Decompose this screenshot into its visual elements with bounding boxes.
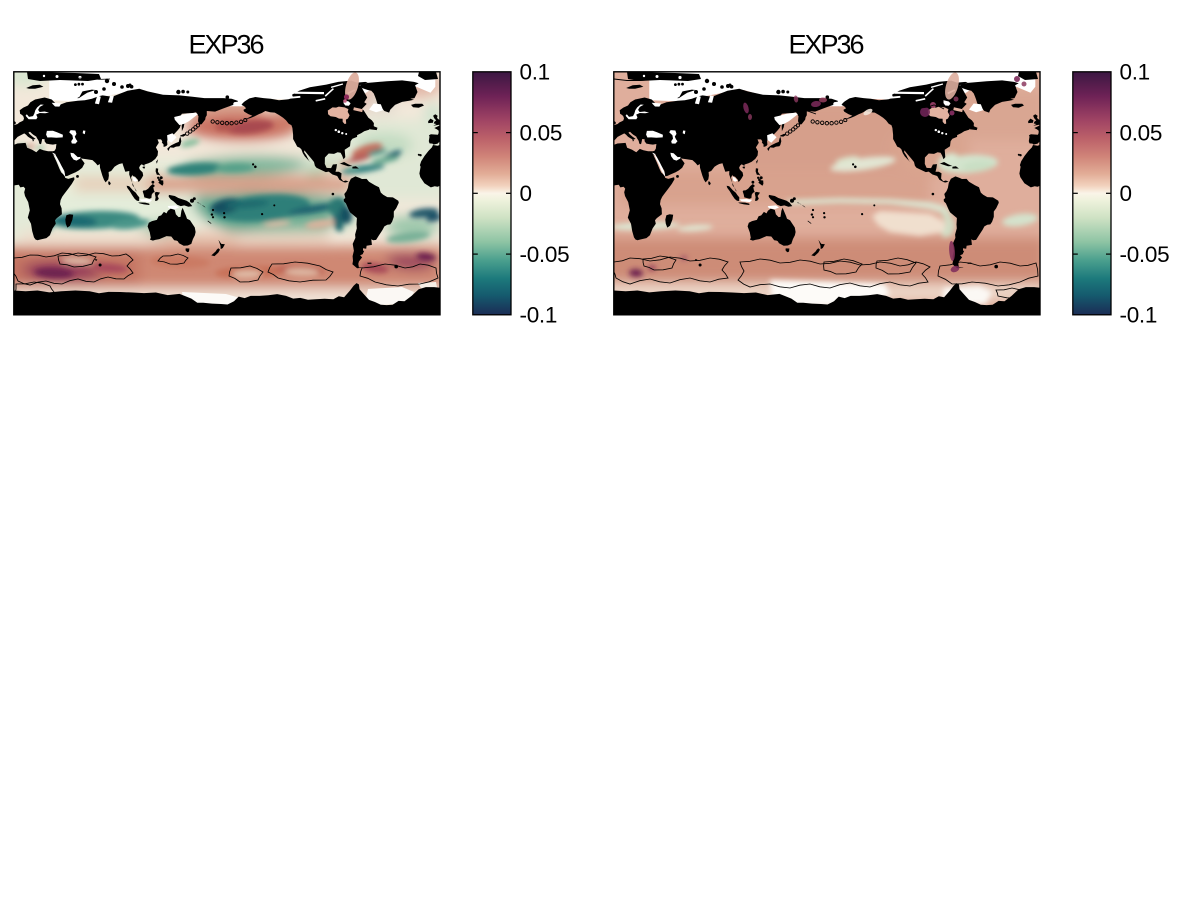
svg-text:0: 0 xyxy=(1120,181,1132,206)
svg-text:-0.1: -0.1 xyxy=(1120,303,1158,328)
svg-text:0: 0 xyxy=(520,181,532,206)
svg-text:-0.05: -0.05 xyxy=(1120,242,1170,267)
svg-text:0.1: 0.1 xyxy=(1120,60,1150,85)
svg-text:-0.05: -0.05 xyxy=(520,242,570,267)
svg-text:0.05: 0.05 xyxy=(1120,120,1163,145)
svg-text:0.1: 0.1 xyxy=(520,60,550,85)
svg-text:EXP36: EXP36 xyxy=(188,30,263,60)
svg-text:-0.1: -0.1 xyxy=(520,303,558,328)
svg-text:0.05: 0.05 xyxy=(520,120,563,145)
svg-text:EXP36: EXP36 xyxy=(788,30,863,60)
